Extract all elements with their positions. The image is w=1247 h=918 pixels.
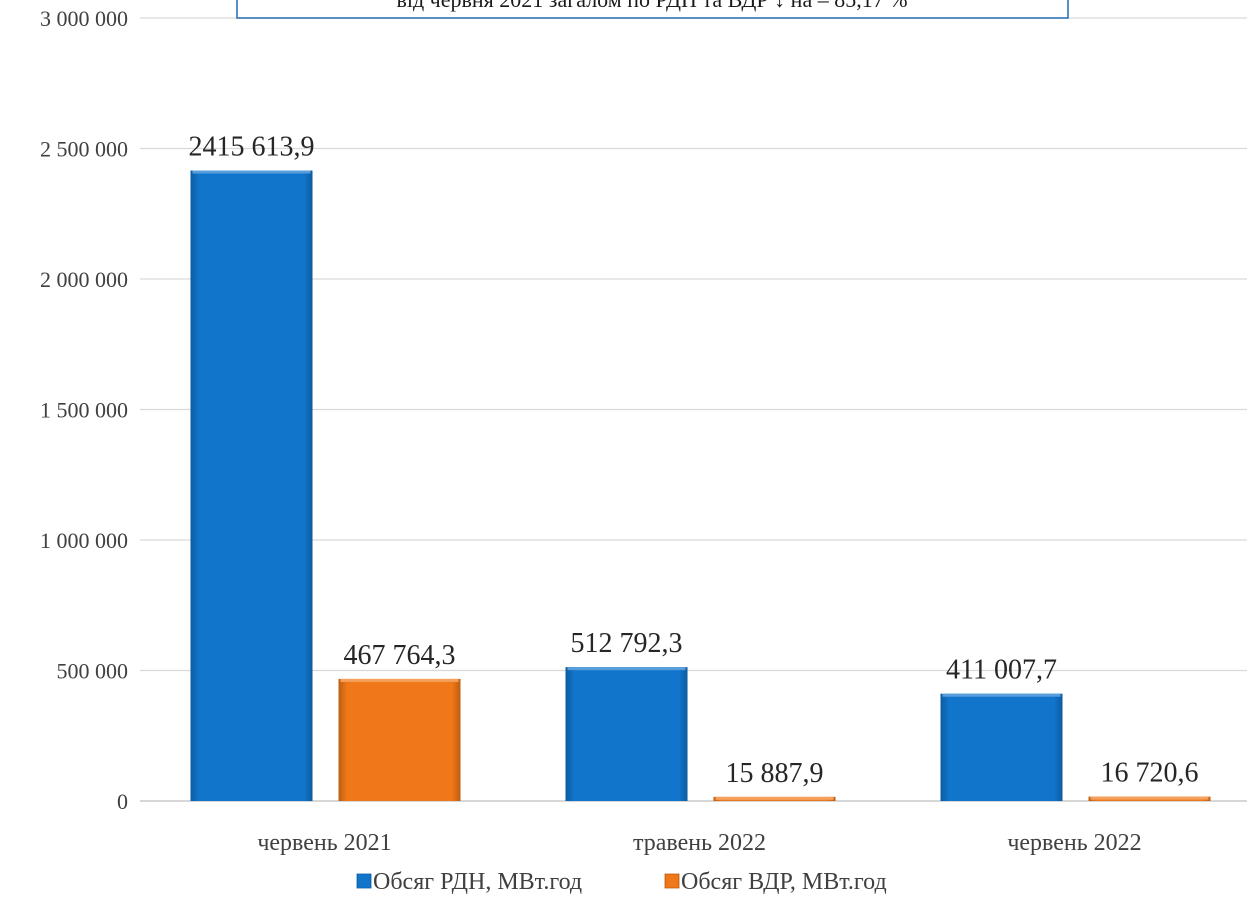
legend-label: Обсяг РДН, МВт.год bbox=[373, 869, 582, 895]
data-label: 467 764,3 bbox=[344, 640, 456, 671]
bars bbox=[190, 170, 1211, 801]
data-labels: 2415 613,9 467 764,3 512 792,3 15 887,9 411 … bbox=[189, 132, 1199, 789]
annotation-box bbox=[236, 0, 1069, 19]
y-tick-label: 0 bbox=[117, 789, 128, 814]
bar-bevel bbox=[192, 170, 311, 174]
data-label: 411 007,7 bbox=[946, 655, 1057, 686]
legend-marker bbox=[664, 873, 680, 889]
bar-bevel bbox=[1090, 796, 1209, 800]
y-tick-label: 1 000 000 bbox=[40, 528, 128, 553]
y-tick-label: 500 000 bbox=[57, 659, 129, 684]
x-axis: червень 2021 травень 2022 червень 2022 bbox=[257, 830, 1141, 856]
annotation: від червня 2021 загалом по РДН та ВДР ↓ … bbox=[236, 0, 1069, 19]
data-label: 16 720,6 bbox=[1101, 758, 1199, 789]
x-tick-label: червень 2021 bbox=[257, 830, 391, 856]
x-tick-label: травень 2022 bbox=[633, 830, 766, 856]
data-label: 15 887,9 bbox=[726, 758, 824, 789]
y-tick-label: 3 000 000 bbox=[40, 6, 128, 31]
annotation-text: від червня 2021 загалом по РДН та ВДР ↓ … bbox=[396, 0, 907, 12]
y-tick-label: 2 500 000 bbox=[40, 137, 128, 162]
y-tick-label: 2 000 000 bbox=[40, 267, 128, 292]
y-tick-label: 1 500 000 bbox=[40, 398, 128, 423]
data-label: 2415 613,9 bbox=[189, 132, 315, 163]
legend-label: Обсяг ВДР, МВт.год bbox=[681, 869, 887, 895]
bar-bevel bbox=[567, 667, 686, 671]
bar bbox=[940, 693, 1063, 801]
x-tick-label: червень 2022 bbox=[1007, 830, 1141, 856]
bar bbox=[565, 667, 688, 801]
bar bbox=[338, 678, 461, 801]
data-label: 512 792,3 bbox=[571, 628, 683, 659]
y-axis: 0 500 000 1 000 000 1 500 000 2 000 000 2 500… bbox=[40, 6, 128, 814]
bar-bevel bbox=[715, 796, 834, 800]
legend-marker bbox=[356, 873, 372, 889]
bar bbox=[190, 170, 313, 801]
bar-bevel bbox=[340, 678, 459, 682]
bar-bevel bbox=[942, 693, 1061, 697]
legend: Обсяг РДН, МВт.год Обсяг ВДР, МВт.год bbox=[356, 869, 887, 895]
